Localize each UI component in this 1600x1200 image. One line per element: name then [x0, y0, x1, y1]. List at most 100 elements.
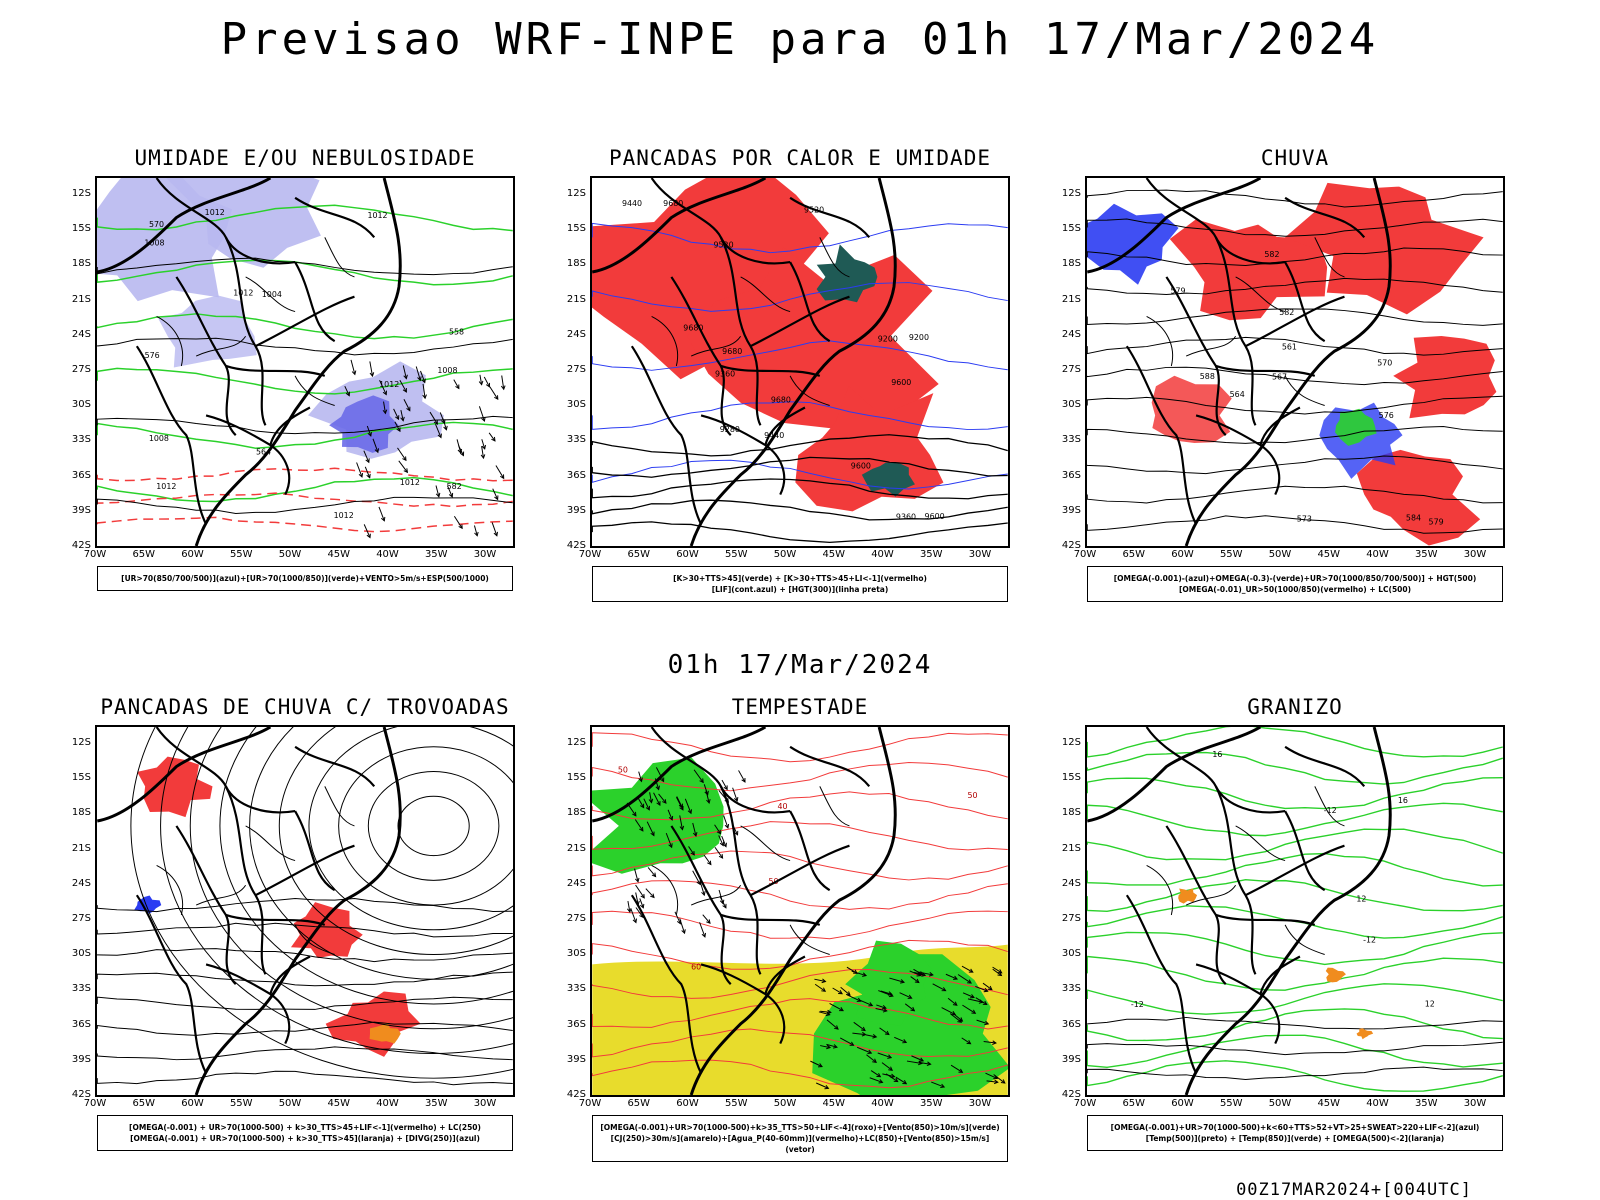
contour-label: 567: [1272, 372, 1287, 381]
wind-vector-head: [660, 777, 665, 783]
wind-vector-head: [719, 899, 725, 905]
lifted-index-contour: [592, 222, 1008, 254]
lon-tick-label: 30W: [473, 1098, 497, 1109]
lat-tick-label: 30S: [566, 399, 586, 411]
thickness-contour: [97, 467, 513, 482]
heat-humidity-fill: [816, 244, 878, 303]
precipitable-water-contour: [592, 998, 1008, 1030]
streamline: [189, 727, 513, 1030]
contour-label: 1012: [400, 478, 420, 487]
hgt500-contour: [1087, 308, 1503, 326]
wind-vector: [442, 418, 447, 430]
lat-tick-label: 27S: [71, 913, 91, 924]
wind-vector-head: [826, 1044, 832, 1050]
contour-label: 584: [1406, 513, 1421, 522]
wind-vector: [829, 1002, 844, 1012]
political-border: [224, 785, 267, 975]
wind-vector-head: [382, 409, 388, 415]
wind-vector-head: [650, 831, 655, 837]
wind-vector: [684, 798, 692, 814]
precipitable-water-contour: [592, 968, 1008, 999]
wind-vector-head: [374, 448, 379, 454]
legend-line: [OMEGA(-0.001) + UR>70(1000-500) + k>30_…: [130, 1134, 480, 1143]
wind-vector-head: [902, 1039, 908, 1044]
political-border: [630, 345, 703, 525]
contour-label: 60: [691, 962, 701, 971]
contour-label: 50: [618, 766, 628, 775]
lon-tick-label: 65W: [132, 1098, 156, 1109]
political-border: [789, 810, 831, 892]
lat-tick-label: 15S: [71, 772, 91, 784]
wind-vector-head: [940, 1083, 946, 1089]
lon-tick-label: 55W: [229, 1098, 253, 1109]
wind-vector: [950, 1064, 963, 1073]
wind-vector: [826, 1043, 838, 1048]
lat-tick-label: 36S: [71, 1018, 91, 1030]
wind-vector-head: [402, 387, 407, 393]
wind-vector-head: [640, 803, 645, 809]
rain-fill: [1393, 335, 1497, 419]
wind-vector: [721, 779, 728, 790]
lon-tick-label: 40W: [1366, 1098, 1389, 1109]
wind-vector-head: [632, 918, 638, 924]
temp500-contour: [1087, 1066, 1503, 1080]
political-border: [670, 276, 732, 436]
wind-vector-head: [668, 815, 674, 821]
map-canvas: 50 50 40 60 50: [592, 727, 1008, 1095]
panel-title: PANCADAS POR CALOR E UMIDADE: [608, 146, 991, 170]
wind-vector: [646, 821, 655, 836]
wind-vector-head: [882, 1007, 888, 1013]
wind-vector: [649, 792, 652, 803]
wind-vector: [453, 379, 460, 389]
wind-vector-head: [900, 979, 905, 984]
lifted-index-contour: [592, 459, 1008, 490]
lat-tick-label: 12S: [71, 188, 91, 199]
hgt500-contour: [1087, 455, 1503, 475]
wind-vector-head: [826, 1009, 832, 1015]
map-panel-2: 582 579 576 573 570 567 564 561 584 588 582 579: [1085, 176, 1505, 548]
wind-vector-head: [734, 830, 739, 836]
temp850-contour: [1087, 727, 1503, 758]
wind-vector: [818, 1011, 830, 1016]
wind-vector-head: [984, 1020, 990, 1026]
wind-vector: [415, 366, 421, 381]
political-border: [255, 295, 355, 348]
panel-legend: [K>30+TTS>45](verde) + [K>30+TTS>45+LI<-…: [592, 566, 1008, 602]
contour-label: 40: [778, 802, 788, 811]
wind-vector-head: [650, 893, 655, 899]
wind-vector: [495, 465, 505, 479]
wind-vector-head: [887, 1054, 893, 1059]
wind-vector: [961, 965, 974, 973]
lon-tick-label: 60W: [1171, 549, 1194, 560]
streamline: [308, 727, 513, 931]
lat-tick-label: 30S: [71, 399, 91, 411]
contour-label: 50: [768, 877, 778, 886]
wind-vector: [945, 973, 958, 980]
wind-vector-head: [838, 990, 843, 995]
lat-tick-label: 18S: [71, 807, 91, 819]
lat-tick-label: 15S: [1061, 772, 1081, 784]
omega-orange: [1325, 967, 1346, 983]
contour-label: 9600: [925, 512, 945, 521]
wind-vector: [985, 1072, 998, 1079]
lat-tick-label: 27S: [566, 364, 586, 375]
wind-vector-head: [958, 1068, 964, 1073]
wind-vector-head: [656, 801, 661, 807]
wind-vector-head: [884, 1030, 890, 1036]
panel-title: PANCADAS DE CHUVA C/ TROVOADAS: [100, 695, 510, 719]
streamline: [278, 727, 513, 955]
wind-vector: [429, 411, 438, 425]
lat-tick-label: 36S: [71, 469, 91, 481]
wind-vector-head: [437, 433, 442, 439]
wind-vector-head: [921, 972, 927, 977]
wind-vector: [481, 446, 484, 459]
wind-vector-head: [741, 777, 746, 783]
wind-vector: [983, 1041, 997, 1044]
wind-vector-head: [662, 799, 667, 804]
state-border: [819, 237, 850, 278]
wind-vector-head: [417, 376, 422, 382]
wind-vector-head: [825, 1011, 831, 1017]
lat-tick-label: 33S: [1061, 983, 1081, 995]
wind-vector: [435, 485, 440, 497]
wind-vector: [447, 485, 453, 498]
